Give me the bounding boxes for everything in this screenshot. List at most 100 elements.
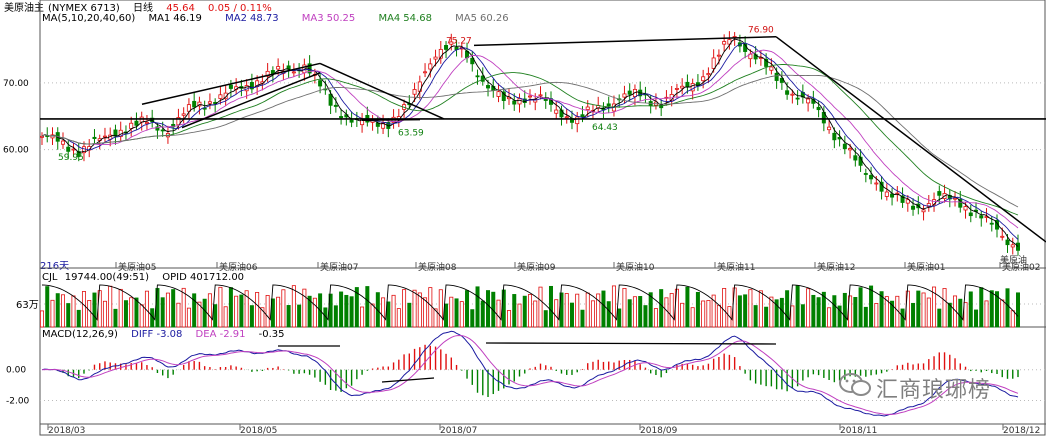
volume-bar bbox=[512, 294, 517, 328]
macd-tick-label: -2.00 bbox=[6, 396, 30, 406]
volume-bar bbox=[701, 300, 706, 328]
volume-bar bbox=[333, 305, 338, 328]
candle-body bbox=[160, 129, 165, 132]
ma5-label: MA5 60.26 bbox=[455, 13, 518, 24]
candle-body bbox=[176, 117, 181, 126]
candle-body bbox=[706, 73, 711, 76]
candle-body bbox=[423, 71, 428, 74]
volume-bar bbox=[569, 302, 574, 328]
volume-bar bbox=[916, 290, 921, 328]
volume-bar bbox=[186, 307, 191, 328]
volume-bar bbox=[1005, 288, 1010, 328]
candle-body bbox=[333, 104, 338, 107]
candle-body bbox=[853, 155, 858, 161]
candle-body bbox=[627, 90, 632, 95]
ma5-name: MA5 bbox=[455, 13, 477, 24]
candle-body bbox=[1010, 244, 1015, 248]
volume-bar bbox=[863, 306, 868, 328]
candle-body bbox=[155, 126, 160, 131]
macd-dea: DEA -2.91 bbox=[195, 329, 246, 340]
candle-body bbox=[790, 93, 795, 96]
volume-bar bbox=[302, 288, 307, 328]
volume-bar bbox=[286, 305, 291, 328]
volume-bar bbox=[716, 304, 721, 328]
macd-diff-line bbox=[41, 330, 1019, 417]
volume-bar bbox=[942, 288, 947, 328]
candle-body bbox=[979, 215, 984, 219]
volume-bar bbox=[947, 302, 952, 328]
candle-body bbox=[228, 84, 233, 89]
volume-bar bbox=[323, 307, 328, 328]
volume-bar bbox=[234, 295, 239, 328]
ma-line-5 bbox=[41, 74, 1019, 208]
candle-body bbox=[291, 71, 296, 74]
candle-body bbox=[989, 222, 994, 225]
candle-body bbox=[501, 91, 506, 101]
volume-bar bbox=[239, 294, 244, 328]
candle-body bbox=[129, 122, 134, 129]
instrument-name: 美原油主 bbox=[4, 3, 44, 14]
volume-bar bbox=[874, 303, 879, 328]
volume-bar bbox=[821, 291, 826, 328]
candle-body bbox=[328, 93, 333, 106]
volume-bar bbox=[711, 294, 716, 328]
volume-bar bbox=[648, 292, 653, 328]
volume-bar bbox=[118, 288, 123, 328]
candle-body bbox=[606, 103, 611, 107]
volume-bar bbox=[339, 291, 344, 328]
candle-body bbox=[900, 195, 905, 203]
volume-bar bbox=[354, 287, 359, 328]
volume-bar bbox=[548, 285, 553, 328]
volume-bar bbox=[402, 289, 407, 328]
volume-bar bbox=[475, 286, 480, 328]
ma-legend: MA(5,10,20,40,60) MA1 46.19 MA2 48.73 MA3 5… bbox=[42, 13, 529, 25]
candle-body bbox=[848, 148, 853, 151]
candle-body bbox=[869, 174, 874, 180]
candle-body bbox=[71, 148, 76, 151]
contract-label-extra: 美原油 bbox=[1000, 254, 1027, 266]
candle-body bbox=[186, 104, 191, 112]
volume-bar bbox=[974, 309, 979, 328]
wechat-icon bbox=[839, 373, 871, 396]
candle-body bbox=[842, 143, 847, 150]
volume-bar bbox=[255, 291, 260, 328]
volume-bar bbox=[853, 296, 858, 328]
price-annotation: 76.90 bbox=[748, 26, 774, 36]
contract-label: 美原油11 bbox=[717, 261, 755, 273]
contract-label: 美原油02 bbox=[1002, 261, 1040, 273]
volume-bar bbox=[790, 305, 795, 328]
volume-bar bbox=[795, 285, 800, 328]
macd-trend-line bbox=[485, 342, 777, 345]
volume-bar bbox=[543, 310, 548, 328]
volume-bar bbox=[774, 299, 779, 328]
volume-bar bbox=[45, 286, 50, 328]
candle-body bbox=[674, 88, 679, 90]
contract-label: 美原油10 bbox=[616, 261, 655, 273]
volume-bar bbox=[265, 295, 270, 328]
ma3-value: 50.25 bbox=[326, 13, 356, 24]
period-selector[interactable]: 日线 bbox=[133, 3, 154, 14]
macd-legend: MACD(12,26,9) DIFF -3.08 DEA -2.91 -0.35 bbox=[42, 329, 295, 341]
date-tick-label: 2018/03 bbox=[48, 426, 85, 436]
volume-bar bbox=[953, 295, 958, 328]
candle-body bbox=[517, 98, 522, 105]
volume-bar bbox=[171, 289, 176, 328]
volume-bar bbox=[40, 310, 45, 328]
candle-body bbox=[958, 199, 963, 208]
volume-bar bbox=[858, 287, 863, 328]
volume-bar bbox=[737, 295, 742, 328]
candle-body bbox=[444, 45, 449, 50]
volume-bar bbox=[722, 287, 727, 328]
volume-bar bbox=[365, 286, 370, 328]
candle-body bbox=[66, 146, 71, 152]
candle-body bbox=[968, 212, 973, 217]
candle-body bbox=[433, 56, 438, 60]
price-tick-label: 70.00 bbox=[3, 79, 29, 89]
candle-body bbox=[349, 119, 354, 123]
volume-bar bbox=[585, 292, 590, 328]
volume-bar bbox=[968, 291, 973, 328]
ma3-name: MA3 bbox=[301, 13, 324, 24]
volume-bar bbox=[139, 304, 144, 328]
date-tick-label: 2018/11 bbox=[840, 426, 877, 436]
